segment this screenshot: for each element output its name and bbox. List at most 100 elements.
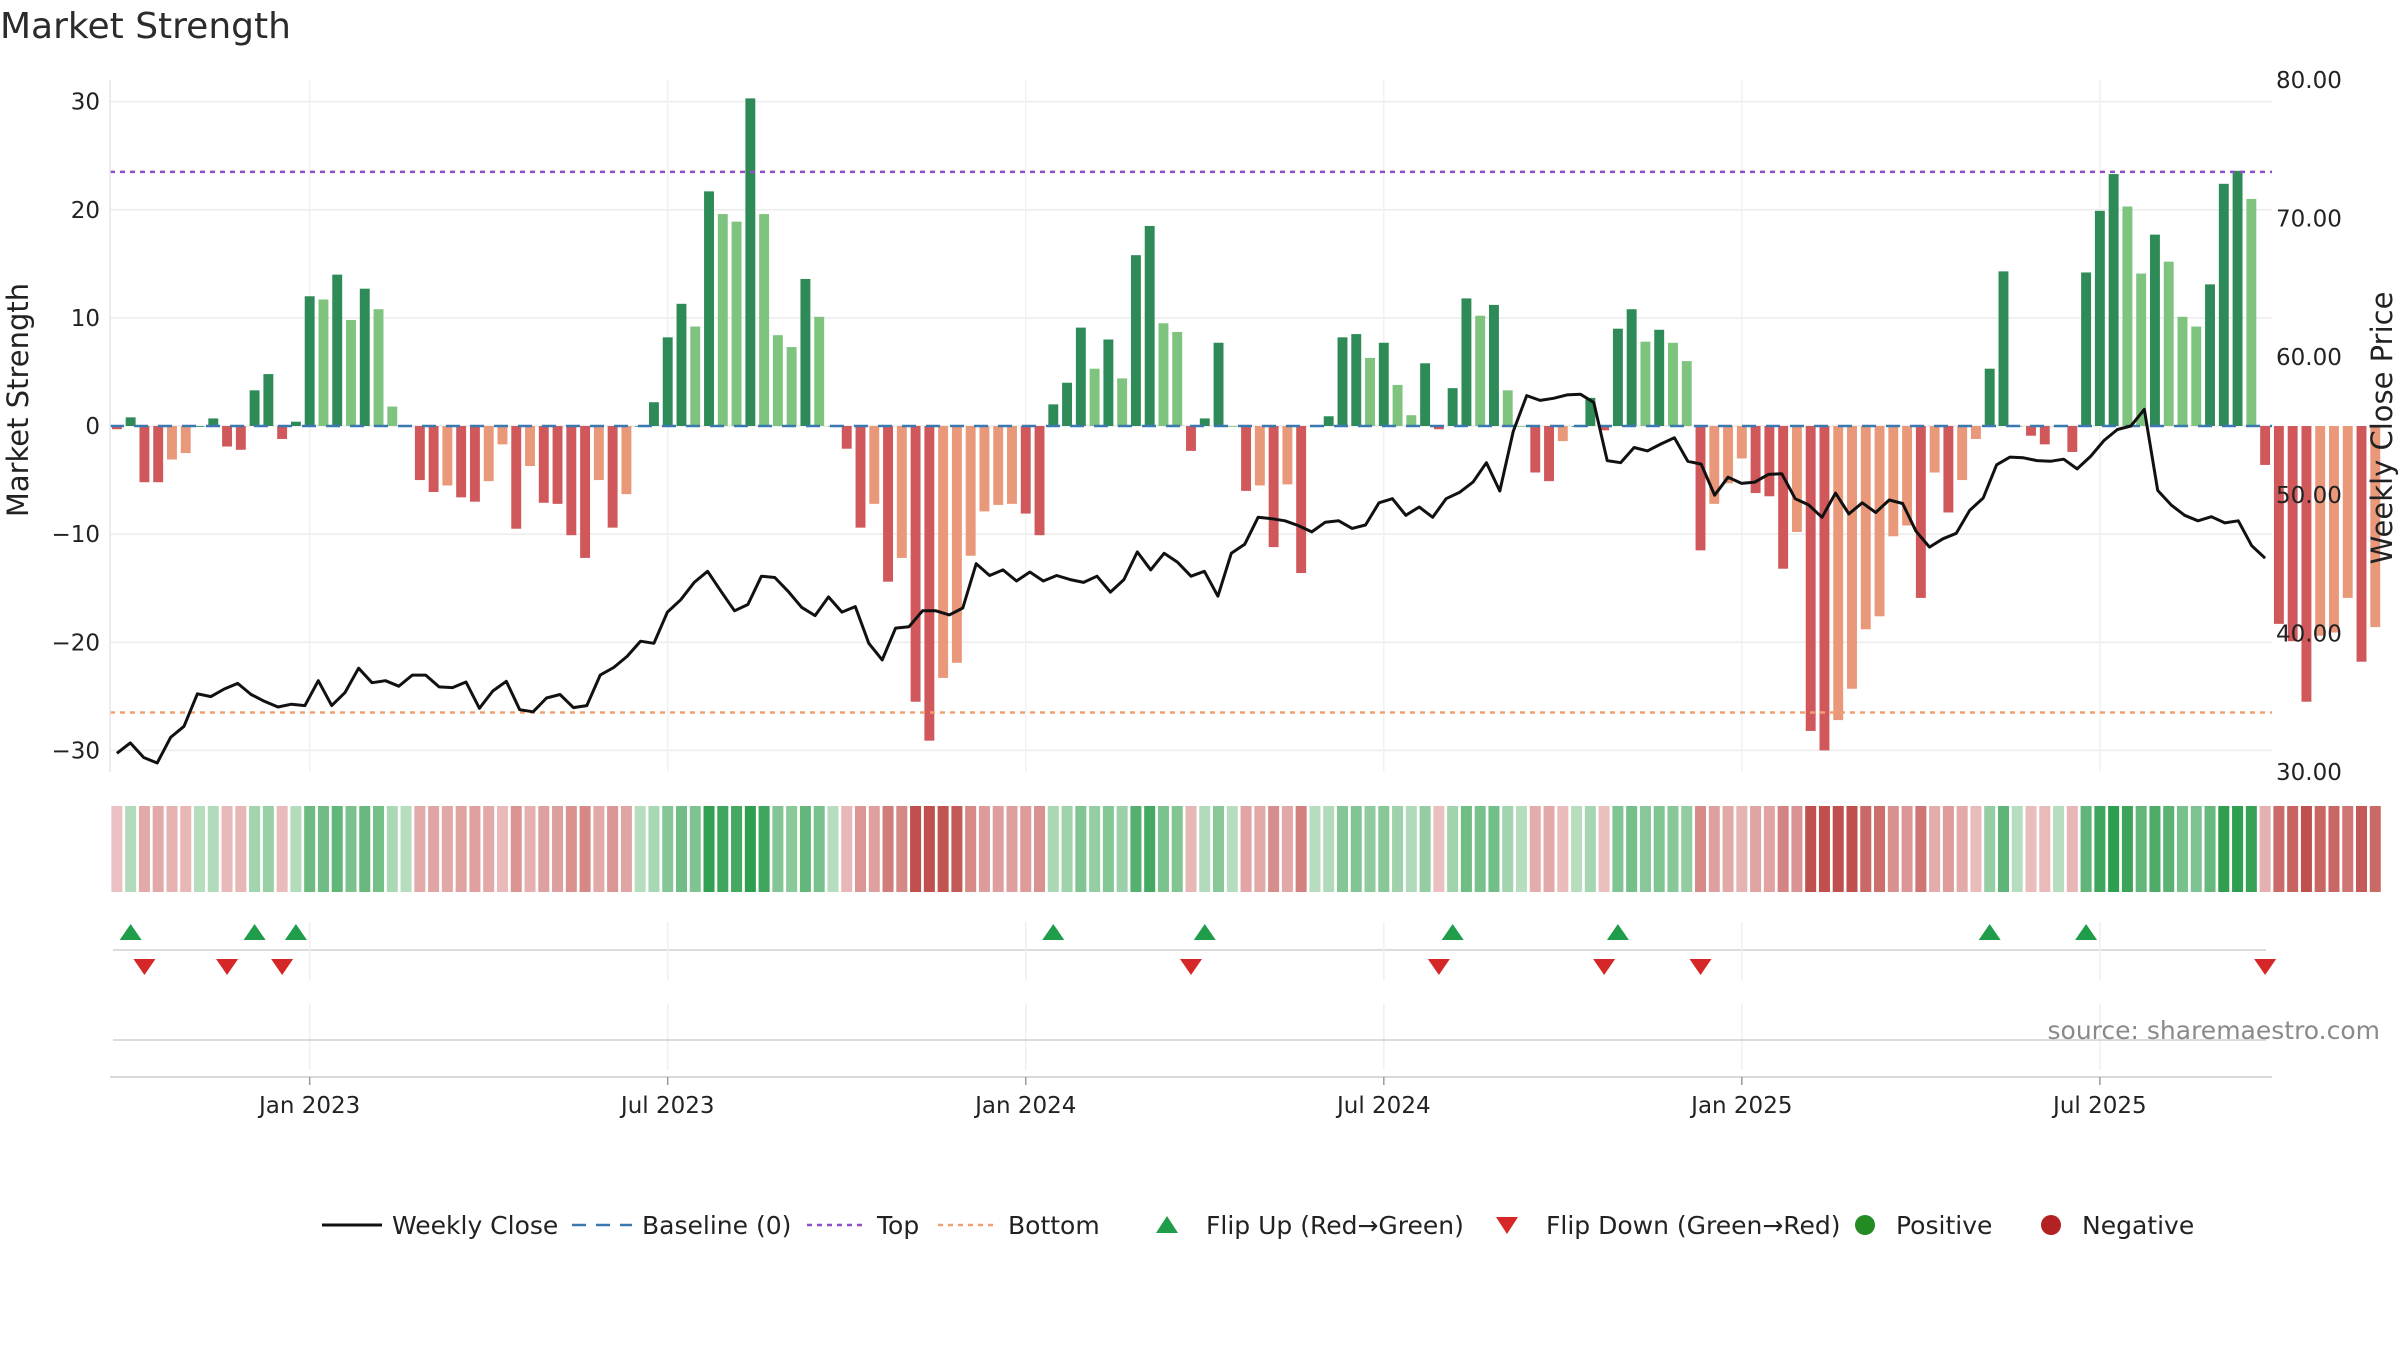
legend-bottom: Bottom — [938, 1211, 1100, 1240]
flip-down-marker — [1180, 959, 1202, 975]
heat-cell — [1213, 806, 1225, 892]
strength-bar — [1365, 357, 1375, 426]
heat-cell — [2369, 806, 2381, 892]
strength-bar — [2218, 183, 2229, 426]
y-tick-right: 80.00 — [2276, 68, 2342, 94]
strength-bar — [1461, 298, 1472, 426]
heat-cell — [496, 806, 508, 892]
heat-cell — [166, 806, 178, 892]
y-tick-right: 50.00 — [2276, 483, 2342, 509]
strength-bar — [318, 299, 329, 426]
flip-up-marker — [1978, 924, 2001, 940]
strength-bar — [2039, 426, 2050, 445]
heat-cell — [1460, 806, 1472, 892]
heat-cell — [1956, 806, 1968, 892]
heat-cell — [1984, 806, 1996, 892]
heat-cell — [2108, 806, 2120, 892]
heat-cell — [1612, 806, 1624, 892]
heat-cell — [1571, 806, 1583, 892]
strength-bar — [1282, 426, 1293, 485]
heat-cell — [2053, 806, 2065, 892]
y-tick-right: 40.00 — [2276, 622, 2342, 648]
heat-cell — [1584, 806, 1596, 892]
heat-cell — [235, 806, 247, 892]
strength-bar — [731, 221, 742, 426]
strength-bar — [359, 288, 370, 426]
legend-label: Flip Up (Red→Green) — [1206, 1211, 1464, 1240]
y-tick-right: 30.00 — [2276, 760, 2342, 786]
strength-bar — [332, 274, 343, 426]
heat-cell — [1089, 806, 1101, 892]
y-axis-label-right: Weekly Close Price — [2365, 292, 2399, 565]
strength-bar — [676, 303, 687, 426]
strength-bar — [1984, 368, 1995, 426]
strength-bar — [910, 426, 921, 702]
heat-cell — [2190, 806, 2202, 892]
strength-bar — [965, 426, 976, 556]
legend-swatch — [1156, 1216, 1178, 1233]
strength-bar — [717, 214, 728, 426]
strength-bar — [290, 421, 301, 426]
heat-cell — [620, 806, 632, 892]
strength-bar — [1296, 426, 1307, 574]
strength-bar — [1062, 382, 1073, 426]
heat-cell — [1695, 806, 1707, 892]
strength-bar — [979, 426, 990, 512]
heat-cell — [1818, 806, 1830, 892]
flip-down-marker — [133, 959, 156, 975]
legend-label: Positive — [1896, 1211, 1992, 1240]
heat-cell — [1047, 806, 1059, 892]
strength-bar — [1144, 225, 1155, 426]
heat-cell — [2163, 806, 2175, 892]
legend-label: Top — [876, 1211, 919, 1240]
strength-bar — [2108, 174, 2119, 426]
heat-cell — [2232, 806, 2244, 892]
heat-cell — [510, 806, 522, 892]
strength-bar — [2163, 261, 2174, 426]
strength-bar — [1186, 426, 1196, 451]
heat-cell — [2176, 806, 2188, 892]
x-tick-label: Jan 2025 — [1689, 1093, 1792, 1119]
strength-bar — [222, 426, 233, 447]
heat-cell — [1157, 806, 1169, 892]
heat-cell — [345, 806, 357, 892]
strength-bar — [1254, 426, 1265, 486]
strength-bar — [841, 426, 852, 449]
strength-bar — [194, 426, 205, 427]
strength-bar — [304, 296, 315, 426]
strength-bar — [1585, 397, 1596, 426]
strength-bar — [2246, 198, 2257, 426]
heat-cell — [1309, 806, 1321, 892]
heat-cell — [1970, 806, 1982, 892]
strength-bar — [648, 402, 659, 426]
y-tick-left: 10 — [71, 306, 100, 332]
heat-cell — [1433, 806, 1445, 892]
heat-cell — [290, 806, 302, 892]
flip-markers — [113, 922, 2277, 1070]
heat-cell — [317, 806, 329, 892]
heat-cell — [428, 806, 440, 892]
flip-down-marker — [2254, 959, 2277, 975]
strength-bar — [2191, 326, 2202, 426]
strength-bar — [1268, 426, 1279, 548]
strength-bar — [1158, 323, 1169, 426]
legend-swatch — [1855, 1215, 1875, 1235]
strength-bar — [1488, 304, 1499, 426]
strength-bar — [869, 426, 880, 504]
heat-cell — [1006, 806, 1018, 892]
strength-bar — [167, 426, 177, 460]
heat-cell — [304, 806, 316, 892]
heat-cell — [2149, 806, 2161, 892]
legend-top: Top — [807, 1211, 919, 1240]
heat-cell — [194, 806, 206, 892]
flip-down-marker — [271, 959, 294, 975]
heat-cell — [1295, 806, 1307, 892]
heat-cell — [1502, 806, 1514, 892]
weekly-close-series — [115, 392, 2267, 765]
strength-bar — [1791, 426, 1802, 532]
strength-bar — [1227, 426, 1238, 427]
strength-bar — [621, 426, 632, 495]
strength-bar — [2067, 426, 2078, 452]
heat-cell — [1254, 806, 1266, 892]
strength-bar — [469, 426, 480, 502]
